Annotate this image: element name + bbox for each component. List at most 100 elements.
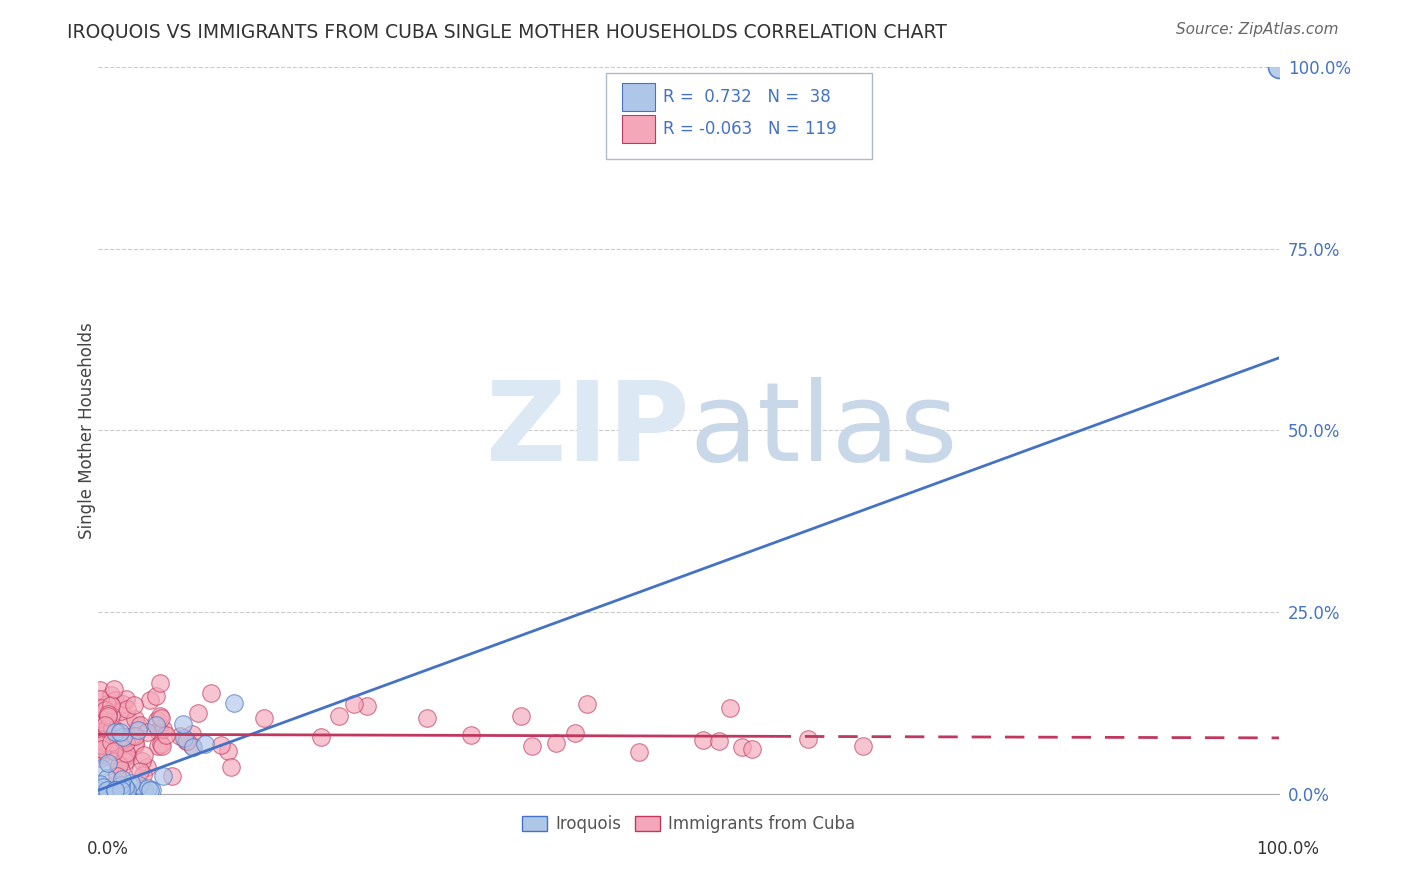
Point: [520, 739, 543, 753]
Point: [124, 730, 146, 744]
Point: [98, 737, 121, 751]
Point: [90, 783, 112, 797]
Point: [89, 751, 111, 765]
Point: [145, 689, 167, 703]
Point: [96, 727, 118, 741]
Point: [114, 783, 136, 797]
Point: [115, 746, 138, 760]
Point: [627, 745, 650, 759]
Point: [89, 717, 111, 731]
Point: [110, 731, 132, 745]
Point: [104, 724, 127, 739]
Point: [200, 686, 222, 700]
Point: [97, 749, 120, 764]
Point: [110, 704, 132, 718]
Text: Source: ZipAtlas.com: Source: ZipAtlas.com: [1175, 22, 1339, 37]
Point: [115, 749, 138, 764]
Point: [97, 707, 120, 722]
Point: [575, 697, 598, 711]
Point: [105, 769, 128, 783]
Point: [114, 780, 136, 794]
Point: [115, 702, 138, 716]
Point: [97, 737, 120, 751]
Point: [181, 740, 204, 755]
Point: [152, 722, 174, 736]
Point: [114, 754, 136, 768]
Point: [100, 741, 122, 756]
Point: [97, 783, 120, 797]
Point: [110, 764, 132, 778]
Y-axis label: Single Mother Households: Single Mother Households: [79, 322, 96, 539]
Point: [146, 713, 169, 727]
Point: [100, 721, 122, 735]
Point: [174, 734, 197, 748]
Point: [132, 747, 155, 762]
Point: [509, 709, 531, 723]
Point: [89, 777, 111, 791]
Point: [93, 780, 115, 795]
Point: [136, 759, 159, 773]
Point: [104, 737, 127, 751]
Point: [135, 724, 157, 739]
FancyBboxPatch shape: [621, 83, 655, 111]
Point: [356, 699, 378, 714]
Point: [105, 766, 128, 780]
Point: [129, 718, 152, 732]
Point: [112, 783, 135, 797]
Point: [93, 735, 115, 749]
Point: [124, 738, 146, 752]
Point: [98, 783, 121, 797]
Point: [181, 727, 204, 741]
Point: [97, 709, 120, 723]
Point: [416, 711, 439, 725]
Point: [115, 783, 138, 797]
Point: [797, 732, 820, 747]
Point: [120, 776, 142, 790]
Legend: Iroquois, Immigrants from Cuba: Iroquois, Immigrants from Cuba: [516, 809, 862, 840]
Point: [100, 689, 122, 703]
Point: [1268, 60, 1291, 74]
Point: [253, 711, 276, 725]
Point: [136, 780, 159, 795]
Point: [132, 782, 155, 797]
Point: [150, 739, 173, 753]
Point: [718, 700, 741, 714]
Point: [115, 747, 138, 762]
Point: [124, 712, 146, 726]
Point: [460, 728, 482, 742]
Text: atlas: atlas: [689, 377, 957, 483]
FancyBboxPatch shape: [621, 115, 655, 143]
Point: [96, 717, 118, 731]
Point: [103, 681, 125, 696]
Point: [89, 738, 111, 752]
Point: [852, 739, 875, 754]
Text: 100.0%: 100.0%: [1256, 840, 1319, 858]
Point: [222, 696, 245, 710]
Point: [127, 719, 149, 733]
Point: [89, 731, 111, 746]
Point: [100, 783, 122, 797]
Point: [564, 726, 586, 740]
Point: [90, 707, 112, 722]
Point: [96, 783, 118, 797]
Point: [96, 721, 118, 735]
Point: [172, 717, 194, 731]
Point: [121, 729, 143, 743]
Point: [110, 778, 132, 792]
Point: [91, 721, 114, 735]
Point: [91, 742, 114, 756]
Point: [112, 732, 135, 747]
Text: ZIP: ZIP: [485, 377, 689, 483]
Point: [107, 757, 129, 772]
Point: [108, 781, 131, 796]
Point: [91, 738, 114, 752]
Point: [709, 734, 731, 748]
Point: [139, 693, 162, 707]
Point: [89, 713, 111, 727]
Point: [309, 731, 332, 745]
Point: [90, 761, 112, 775]
Point: [91, 747, 114, 761]
Point: [187, 706, 209, 720]
Point: [128, 778, 150, 792]
Point: [139, 783, 162, 797]
